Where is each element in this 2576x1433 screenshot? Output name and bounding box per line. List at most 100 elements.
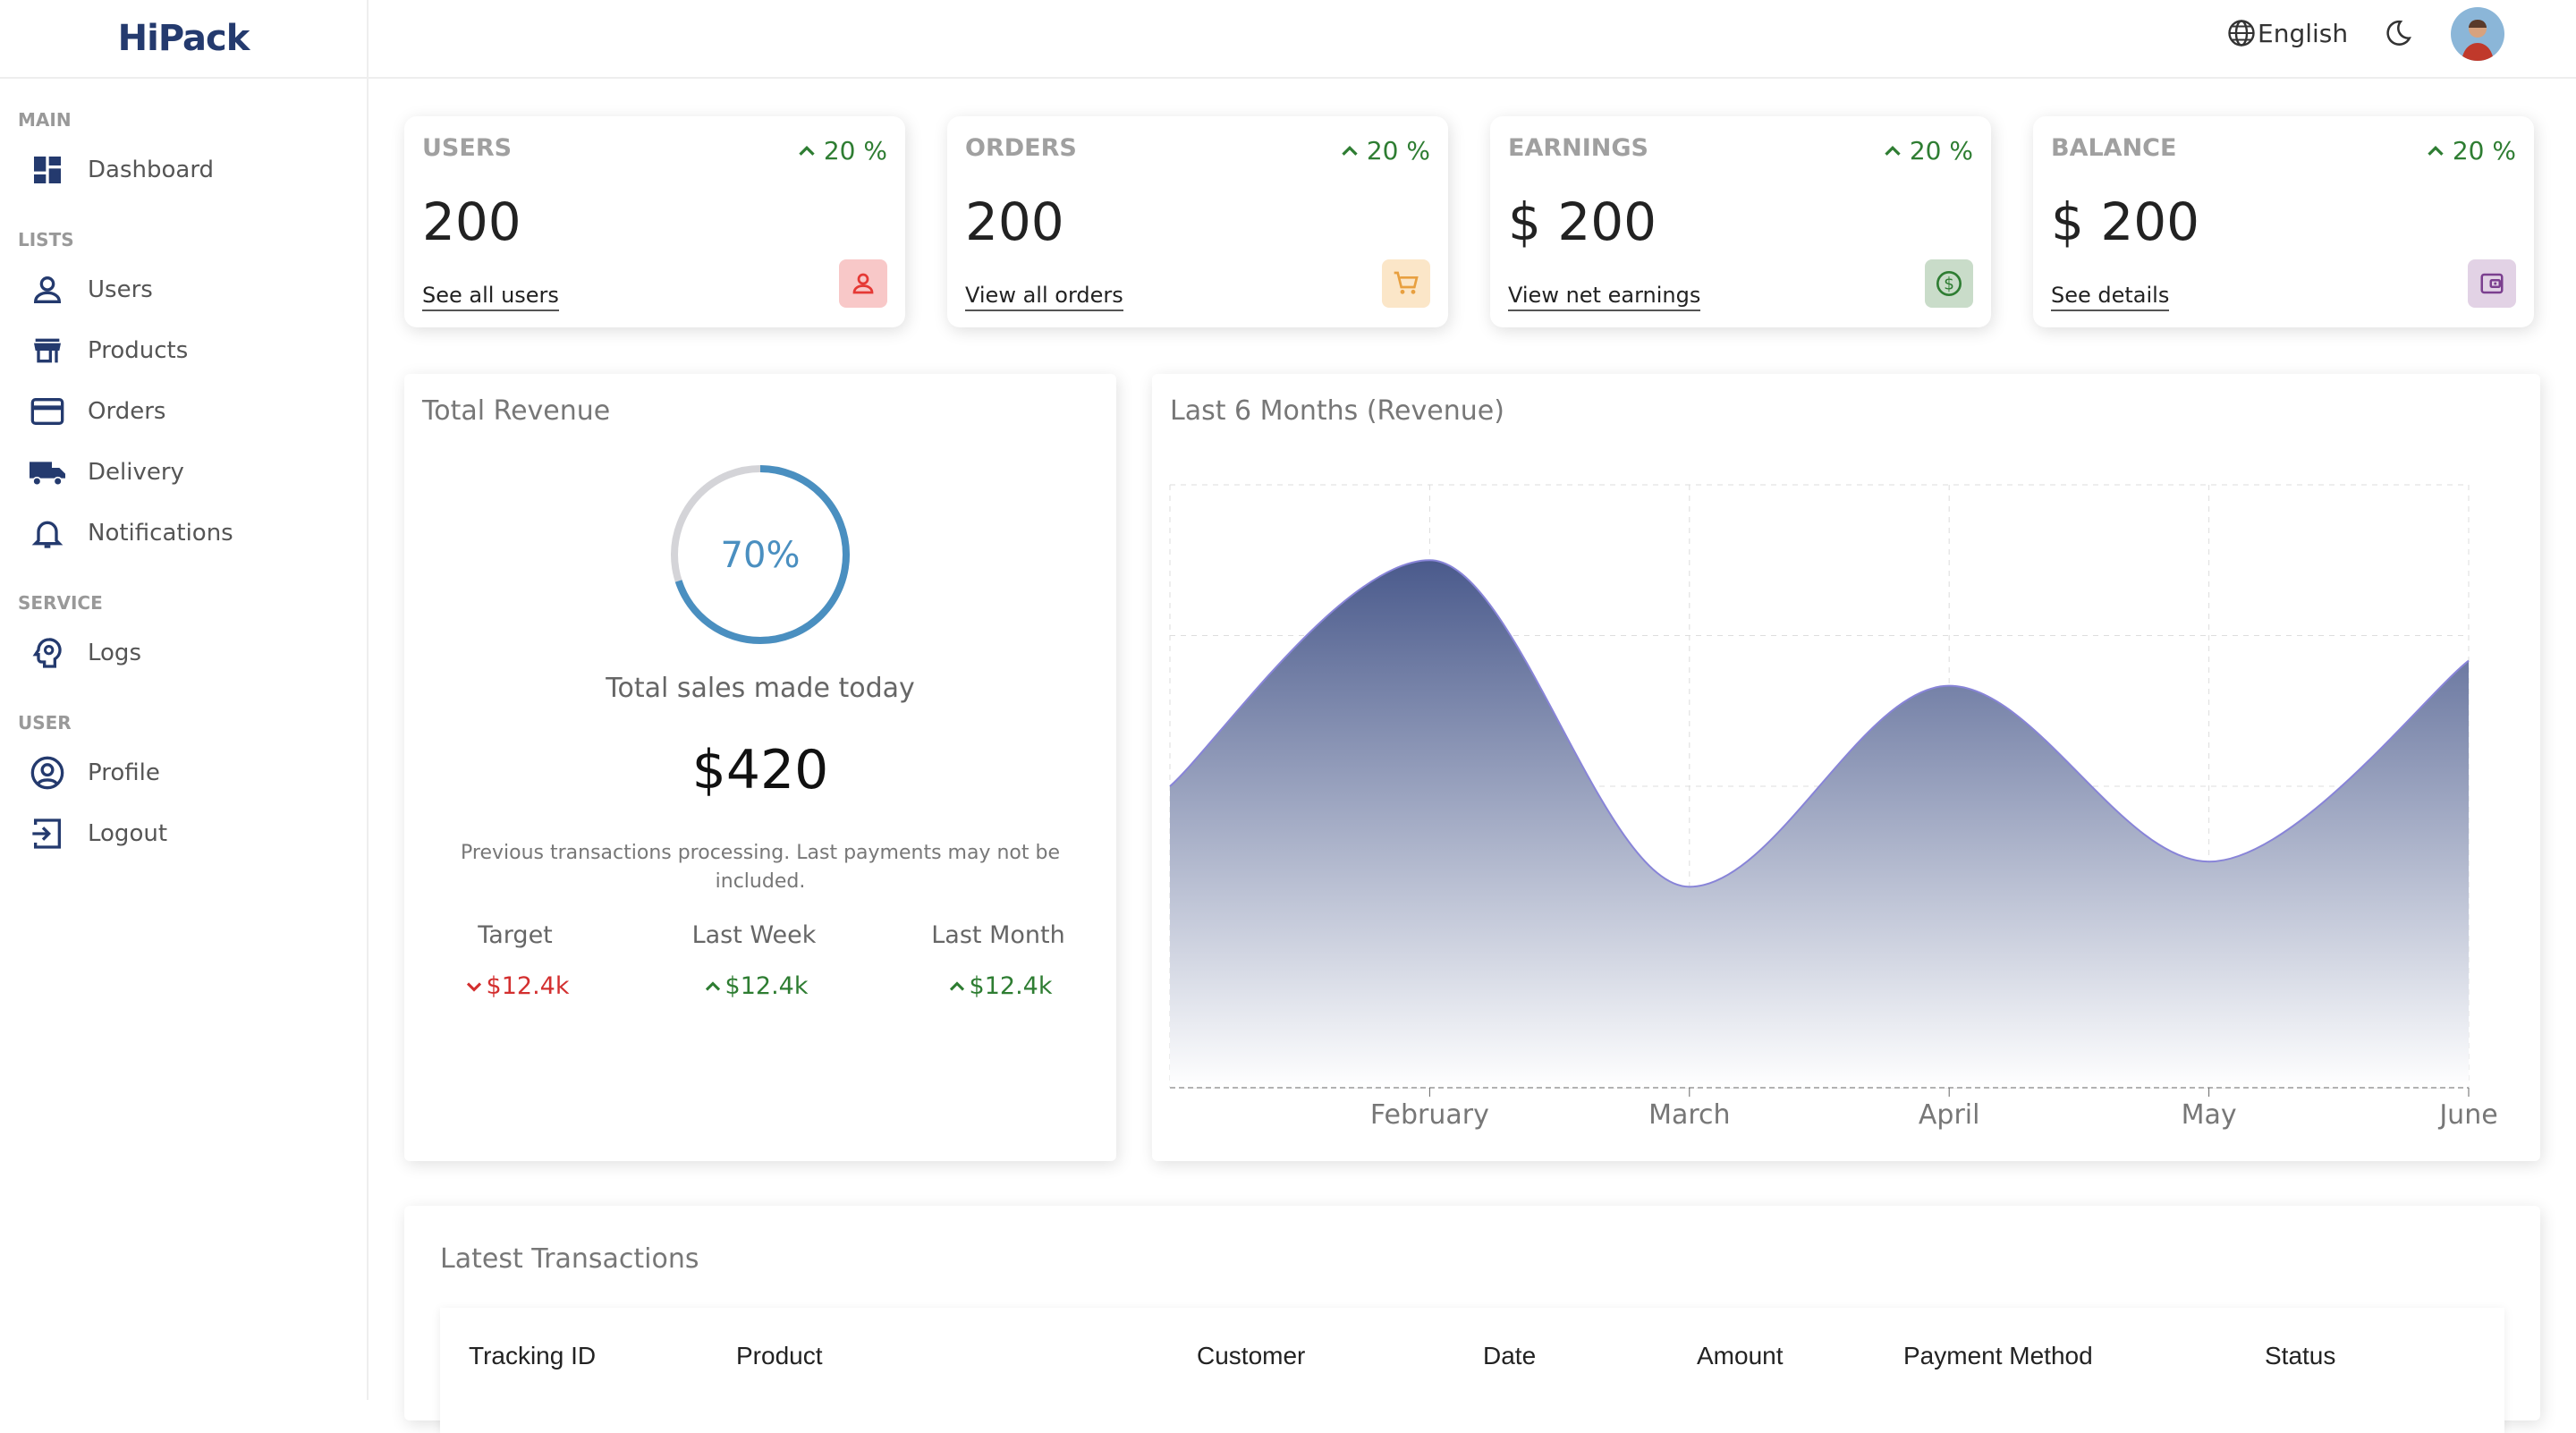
x-axis: February March April May June — [1170, 1087, 2498, 1131]
chevron-up-icon — [1885, 145, 1901, 156]
widget-percent: 20 % — [1336, 136, 1430, 165]
sidebar-item-logs[interactable]: Logs — [27, 628, 349, 678]
x-tick-label: March — [1648, 1099, 1730, 1131]
widget-title: ORDERS — [965, 134, 1077, 162]
sidebar-item-label: Dashboard — [88, 157, 215, 183]
summary-last-month: Last Month $12.4k — [900, 921, 1097, 1000]
sidebar-item-dashboard[interactable]: Dashboard — [27, 145, 349, 195]
store-icon — [27, 330, 68, 371]
widget-percent-value: 20 % — [1909, 136, 1973, 165]
summary-label: Target — [478, 921, 553, 949]
column-header-tracking-id[interactable]: Tracking ID — [469, 1342, 597, 1369]
cart-icon — [1382, 259, 1430, 308]
transactions-title: Latest Transactions — [440, 1243, 699, 1275]
sidebar-item-delivery[interactable]: Delivery — [27, 447, 349, 497]
bell-icon — [27, 513, 68, 554]
user-icon — [27, 269, 68, 310]
revenue-amount: $420 — [691, 739, 829, 801]
widget-percent-value: 20 % — [823, 136, 887, 165]
avatar[interactable] — [2451, 7, 2504, 61]
summary-value: $12.4k — [656, 972, 852, 1000]
total-revenue-panel — [404, 374, 1116, 1161]
logo[interactable]: HiPack — [0, 0, 367, 79]
dollar-icon: $ — [1925, 259, 1973, 308]
topbar — [369, 0, 2576, 79]
wallet-icon — [2468, 259, 2516, 308]
language-selector[interactable]: English — [2225, 14, 2348, 52]
x-tick-label: February — [1370, 1099, 1489, 1131]
transactions-table — [440, 1308, 2504, 1433]
widget-orders: ORDERS 20 % 200 View all orders — [947, 116, 1448, 327]
summary-last-week: Last Week $12.4k — [656, 921, 852, 1000]
language-label: English — [2258, 18, 2349, 48]
column-header-customer[interactable]: Customer — [1197, 1342, 1306, 1369]
revenue-subtitle: Total sales made today — [606, 673, 915, 704]
logout-icon — [27, 813, 68, 854]
sidebar-item-users[interactable]: Users — [27, 265, 349, 315]
sidebar-item-profile[interactable]: Profile — [27, 748, 349, 798]
chevron-up-icon — [2428, 145, 2444, 156]
sidebar-item-label: Orders — [88, 398, 166, 425]
moon-icon — [2383, 18, 2413, 48]
sidebar-item-orders[interactable]: Orders — [27, 386, 349, 437]
summary-amount: $12.4k — [724, 972, 809, 1000]
x-tick-label: June — [2437, 1099, 2497, 1131]
widget-link[interactable]: See all users — [422, 283, 559, 311]
sidebar: HiPack MAIN Dashboard LISTS Users Produc… — [0, 0, 369, 1400]
chevron-up-icon — [705, 980, 720, 991]
sidebar-item-products[interactable]: Products — [27, 326, 349, 376]
x-tick-label: April — [1919, 1099, 1980, 1131]
widget-percent: 20 % — [2422, 136, 2516, 165]
widget-percent-value: 20 % — [1366, 136, 1430, 165]
psychology-icon — [27, 632, 68, 674]
section-title-main: MAIN — [18, 109, 72, 131]
chevron-up-icon — [949, 980, 964, 991]
widget-link[interactable]: View all orders — [965, 283, 1123, 311]
app-name: HiPack — [117, 18, 250, 59]
widget-link[interactable]: View net earnings — [1508, 283, 1701, 311]
summary-amount: $12.4k — [486, 972, 570, 1000]
widget-percent-value: 20 % — [2452, 136, 2516, 165]
progress-ring: 70% — [671, 465, 850, 644]
summary-value: $12.4k — [900, 972, 1097, 1000]
revenue-area-chart: February March April May June — [1169, 484, 2498, 1131]
widget-value: 200 — [965, 191, 1064, 252]
widget-title: EARNINGS — [1508, 134, 1648, 162]
widget-users: USERS 20 % 200 See all users — [404, 116, 905, 327]
sidebar-item-label: Users — [88, 276, 153, 303]
chevron-up-icon — [799, 145, 815, 156]
chart-title: Last 6 Months (Revenue) — [1170, 395, 1504, 427]
column-header-amount[interactable]: Amount — [1697, 1342, 1784, 1369]
widget-link[interactable]: See details — [2051, 283, 2170, 311]
widget-earnings: EARNINGS 20 % $ 200 View net earnings $ — [1490, 116, 1991, 327]
progress-label: 70% — [721, 535, 801, 576]
section-title-user: USER — [18, 712, 72, 733]
summary-label: Last Month — [931, 921, 1065, 949]
sidebar-item-label: Logs — [88, 640, 141, 666]
svg-text:$: $ — [1944, 276, 1954, 294]
person-icon — [839, 259, 887, 308]
column-header-status[interactable]: Status — [2265, 1342, 2336, 1369]
sidebar-item-notifications[interactable]: Notifications — [27, 508, 349, 558]
summary-amount: $12.4k — [969, 972, 1053, 1000]
widget-balance: BALANCE 20 % $ 200 See details — [2033, 116, 2534, 327]
column-header-product[interactable]: Product — [736, 1342, 823, 1369]
area-line — [1169, 559, 2470, 888]
sidebar-item-label: Logout — [88, 820, 168, 847]
credit-card-icon — [27, 391, 68, 432]
widget-value: $ 200 — [2051, 191, 2200, 252]
progress-arc — [671, 465, 850, 644]
widget-percent: 20 % — [793, 136, 887, 165]
widget-title: USERS — [422, 134, 513, 162]
column-header-date[interactable]: Date — [1483, 1342, 1537, 1369]
total-revenue-title: Total Revenue — [422, 395, 611, 427]
dark-mode-toggle[interactable] — [2379, 14, 2417, 52]
chevron-down-icon — [466, 981, 481, 992]
column-header-payment-method[interactable]: Payment Method — [1903, 1342, 2093, 1369]
summary-target: Target $12.4k — [417, 921, 614, 1000]
x-tick-label: May — [2182, 1099, 2237, 1131]
widget-value: $ 200 — [1508, 191, 1657, 252]
widget-value: 200 — [422, 191, 521, 252]
sidebar-item-logout[interactable]: Logout — [27, 809, 349, 859]
section-title-lists: LISTS — [18, 229, 74, 250]
